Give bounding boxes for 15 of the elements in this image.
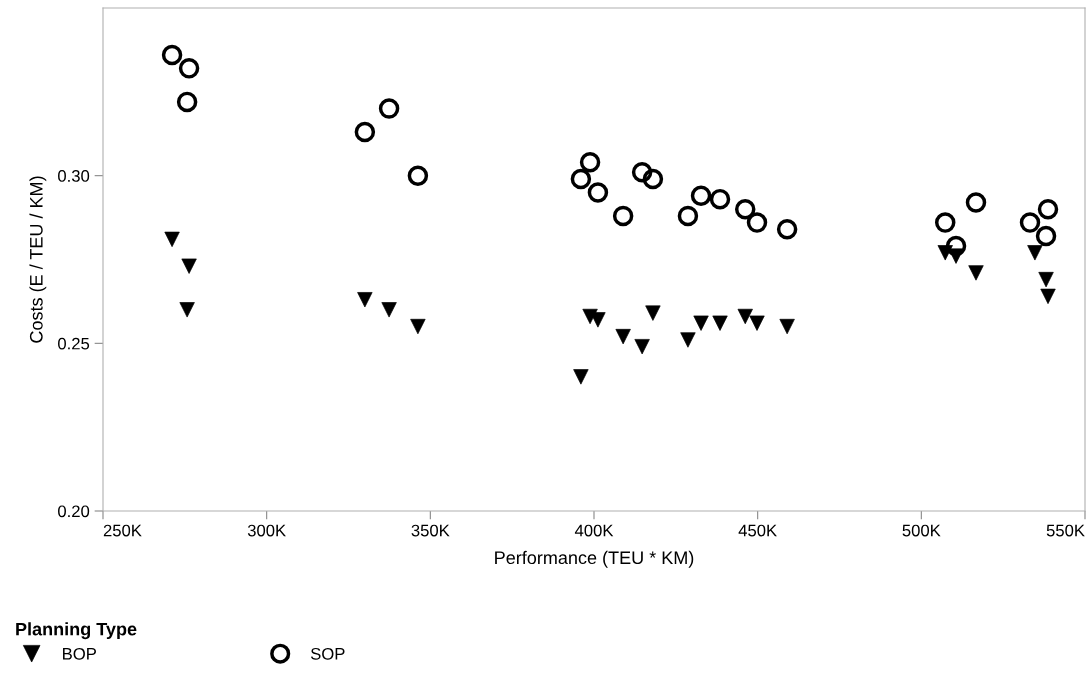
x-tick-label: 350K: [411, 524, 450, 537]
x-tick-label: 300K: [247, 524, 286, 537]
y-tick-label: 0.20: [58, 505, 90, 518]
y-tick-label: 0.25: [58, 337, 90, 350]
legend-label: SOP: [310, 647, 345, 660]
x-axis-title: Performance (TEU * KM): [495, 550, 694, 568]
x-tick-label: 400K: [574, 524, 614, 537]
legend-title: Planning Type: [16, 622, 137, 640]
x-tick-label: 250K: [103, 524, 142, 537]
legend-label: BOP: [63, 647, 96, 660]
x-tick-label: 500K: [902, 524, 941, 537]
x-tick-label: 450K: [738, 524, 777, 537]
x-tick-label: 550K: [1046, 524, 1085, 537]
y-axis-title: Costs (E / TEU / KM): [29, 176, 47, 343]
y-tick-label: 0.30: [58, 170, 90, 182]
